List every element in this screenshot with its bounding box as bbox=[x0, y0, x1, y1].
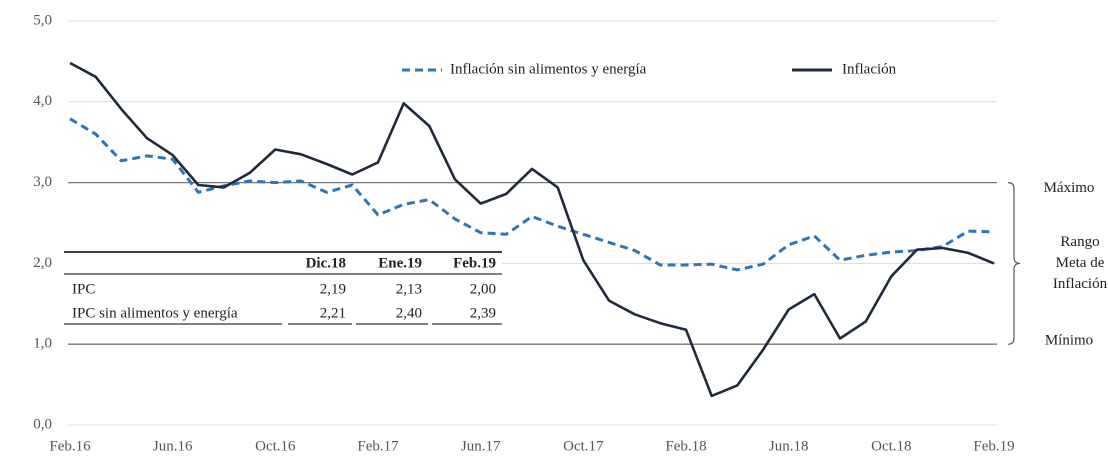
table-cell: 2,21 bbox=[320, 305, 346, 321]
table-cell: 2,13 bbox=[396, 281, 422, 297]
table-bg bbox=[64, 252, 502, 325]
y-tick-label: 4,0 bbox=[33, 93, 52, 109]
x-tick-label: Jun.18 bbox=[769, 438, 809, 454]
table-header: Feb.19 bbox=[453, 255, 496, 271]
annotation: Rango bbox=[1060, 234, 1099, 250]
annotation: Mínimo bbox=[1045, 333, 1093, 349]
series-line bbox=[69, 61, 995, 398]
x-tick-label: Oct.16 bbox=[255, 438, 296, 454]
x-tick-label: Feb.16 bbox=[49, 438, 91, 454]
y-tick-label: 2,0 bbox=[33, 255, 52, 271]
x-tick-label: Feb.19 bbox=[973, 438, 1014, 454]
range-bracket bbox=[1007, 182, 1021, 345]
table-cell: IPC bbox=[72, 281, 95, 297]
legend-label: Inflación bbox=[842, 61, 897, 77]
table-header: Ene.19 bbox=[378, 255, 422, 271]
x-tick-label: Oct.18 bbox=[871, 438, 911, 454]
annotation: Meta de bbox=[1056, 255, 1105, 271]
table-cell: 2,40 bbox=[396, 305, 422, 321]
legend-label: Inflación sin alimentos y energía bbox=[450, 61, 647, 77]
table-cell: 2,19 bbox=[320, 281, 346, 297]
table-cell: 2,00 bbox=[470, 281, 496, 297]
x-tick-label: Feb.17 bbox=[357, 438, 399, 454]
table-header: Dic.18 bbox=[306, 255, 346, 271]
table-cell: 2,39 bbox=[470, 305, 496, 321]
y-tick-label: 3,0 bbox=[33, 174, 52, 190]
y-tick-label: 1,0 bbox=[33, 336, 52, 352]
y-tick-label: 5,0 bbox=[33, 12, 52, 28]
series-line bbox=[69, 117, 995, 272]
x-tick-label: Jun.16 bbox=[153, 438, 193, 454]
x-tick-label: Feb.18 bbox=[665, 438, 706, 454]
y-tick-label: 0,0 bbox=[33, 416, 52, 432]
x-tick-label: Jun.17 bbox=[461, 438, 501, 454]
x-tick-label: Oct.17 bbox=[563, 438, 604, 454]
table-cell: IPC sin alimentos y energía bbox=[72, 305, 238, 321]
annotation: Máximo bbox=[1044, 180, 1095, 196]
annotation: Inflación bbox=[1053, 276, 1108, 292]
